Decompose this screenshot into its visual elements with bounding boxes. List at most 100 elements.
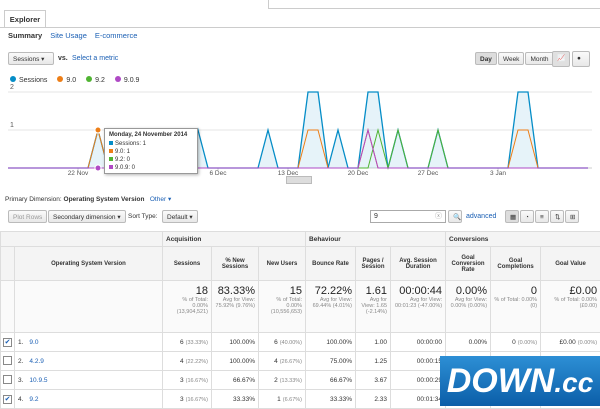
data-cell: 75.00% xyxy=(306,352,356,371)
column-header[interactable]: Operating System Version xyxy=(15,247,163,281)
total-note: Avg for View: 69.44% (4.01%) xyxy=(309,297,352,309)
tooltip-text: 9.2: 0 xyxy=(115,157,130,163)
column-header[interactable]: Goal Value xyxy=(541,247,600,281)
tooltip-text: Sessions: 1 xyxy=(115,141,146,147)
row-number: 3. xyxy=(18,377,23,384)
row-checkbox[interactable] xyxy=(3,375,12,384)
row-name[interactable]: 9.0 xyxy=(29,339,38,346)
cell-value: 00:00:15 xyxy=(417,358,442,365)
cell-note: (0.00%) xyxy=(518,340,537,346)
x-tick-label: 27 Dec xyxy=(418,170,439,177)
tooltip-title: Monday, 24 November 2014 xyxy=(109,132,193,138)
column-header[interactable]: Sessions xyxy=(163,247,212,281)
row-name[interactable]: 9.2 xyxy=(29,396,38,403)
column-header[interactable]: % New Sessions xyxy=(212,247,259,281)
total-note: % of Total: 0.00% (£0.00) xyxy=(544,297,597,309)
total-cell: 0.00%Avg for View: 0.00% (0.00%) xyxy=(446,281,491,333)
column-header[interactable]: Goal Conversion Rate xyxy=(446,247,491,281)
total-note: % of Total: 0.00% (0) xyxy=(494,297,537,309)
tooltip-text: 9.0: 1 xyxy=(115,149,130,155)
cell xyxy=(15,281,163,333)
x-tick-label: 22 Nov xyxy=(68,170,89,177)
watermark-main: DOWN xyxy=(447,362,555,400)
cell-value: 100.00% xyxy=(229,358,255,365)
cell-note: (0.00%) xyxy=(578,340,597,346)
column-header[interactable]: Bounce Rate xyxy=(306,247,356,281)
total-value: 15 xyxy=(262,285,302,297)
data-cell: 4(22.22%) xyxy=(163,352,212,371)
cell-value: 6 xyxy=(274,339,278,346)
select-all[interactable] xyxy=(1,247,15,281)
data-cell: 3(16.67%) xyxy=(163,371,212,390)
tooltip-line: 9.2: 0 xyxy=(109,156,193,164)
secondary-dimension[interactable]: Secondary dimension ▾ xyxy=(48,210,126,223)
tooltip-line: 9.0: 1 xyxy=(109,148,193,156)
row-number: 4. xyxy=(18,396,23,403)
cell-value: 3 xyxy=(180,377,184,384)
data-cell: 100.00% xyxy=(306,333,356,352)
view-table[interactable]: ▦ xyxy=(505,210,519,223)
data-cell: 6(40.00%) xyxy=(259,333,306,352)
cell-note: (40.00%) xyxy=(280,340,302,346)
view-bar[interactable]: ≡ xyxy=(535,210,549,223)
group-header: Conversions xyxy=(446,232,600,247)
total-value: 0.00% xyxy=(449,285,487,297)
watermark: DOWN.cc xyxy=(440,356,600,406)
dimension-value[interactable]: Operating System Version xyxy=(64,196,145,203)
total-value: £0.00 xyxy=(544,285,597,297)
column-header[interactable]: Goal Completions xyxy=(491,247,541,281)
total-value: 83.33% xyxy=(215,285,255,297)
total-note: Avg for View: 1.65 (-2.14%) xyxy=(359,297,387,315)
cell-value: £0.00 xyxy=(560,339,576,346)
view-pivot[interactable]: ⊞ xyxy=(565,210,579,223)
data-cell: 00:00:15 xyxy=(391,352,446,371)
scroll-handle[interactable] xyxy=(286,176,312,184)
row-number: 1. xyxy=(18,339,23,346)
hover-point xyxy=(95,127,101,133)
view-compare[interactable]: ⇅ xyxy=(550,210,564,223)
cell-value: 3.67 xyxy=(374,377,387,384)
column-header[interactable]: New Users xyxy=(259,247,306,281)
cell-value: 0 xyxy=(512,339,516,346)
cell-note: (22.22%) xyxy=(186,359,208,365)
dimension-bar: Primary Dimension: Operating System Vers… xyxy=(5,195,171,203)
total-value: 00:00:44 xyxy=(394,285,442,297)
data-cell: 0(0.00%) xyxy=(491,333,541,352)
row-checkbox[interactable] xyxy=(3,356,12,365)
view-pie[interactable]: ◔ xyxy=(520,210,534,223)
column-header[interactable]: Avg. Session Duration xyxy=(391,247,446,281)
data-cell: 66.67% xyxy=(306,371,356,390)
cell-value: 100.00% xyxy=(229,339,255,346)
data-cell: 3.67 xyxy=(356,371,391,390)
data-cell: 1.25 xyxy=(356,352,391,371)
hover-point xyxy=(95,165,101,171)
y-tick-label: 2 xyxy=(10,84,14,91)
data-cell: 00:00:29 xyxy=(391,371,446,390)
advanced-link[interactable]: advanced xyxy=(466,213,496,220)
column-header[interactable]: Pages / Session xyxy=(356,247,391,281)
total-cell: 83.33%Avg for View: 75.92% (9.76%) xyxy=(212,281,259,333)
cell-value: 6 xyxy=(180,339,184,346)
tooltip-line: Sessions: 1 xyxy=(109,140,193,148)
row-name[interactable]: 4.2.9 xyxy=(29,358,43,365)
total-note: Avg for View: 75.92% (9.76%) xyxy=(215,297,255,309)
cell-note: (6.67%) xyxy=(283,397,302,403)
cell-value: 4 xyxy=(274,358,278,365)
name-cell: 3. 10.9.5 xyxy=(15,371,163,390)
data-cell: 100.00% xyxy=(212,333,259,352)
row-checkbox[interactable]: ✔ xyxy=(3,338,12,347)
totals-row: 18% of Total: 0.00% (13,904,521)83.33%Av… xyxy=(1,281,600,333)
search-button[interactable]: 🔍 xyxy=(448,210,462,223)
row-name[interactable]: 10.9.5 xyxy=(29,377,47,384)
plot-rows[interactable]: Plot Rows xyxy=(8,210,47,223)
cell xyxy=(1,371,15,390)
total-cell: 72.22%Avg for View: 69.44% (4.01%) xyxy=(306,281,356,333)
row-checkbox[interactable]: ✔ xyxy=(3,395,12,404)
group-header: Acquisition xyxy=(163,232,306,247)
search-text: 9 xyxy=(374,213,378,220)
dimension-other[interactable]: Other xyxy=(150,196,166,203)
sort-select[interactable]: Default ▾ xyxy=(162,210,198,223)
total-cell: 15% of Total: 0.00% (10,556,653) xyxy=(259,281,306,333)
